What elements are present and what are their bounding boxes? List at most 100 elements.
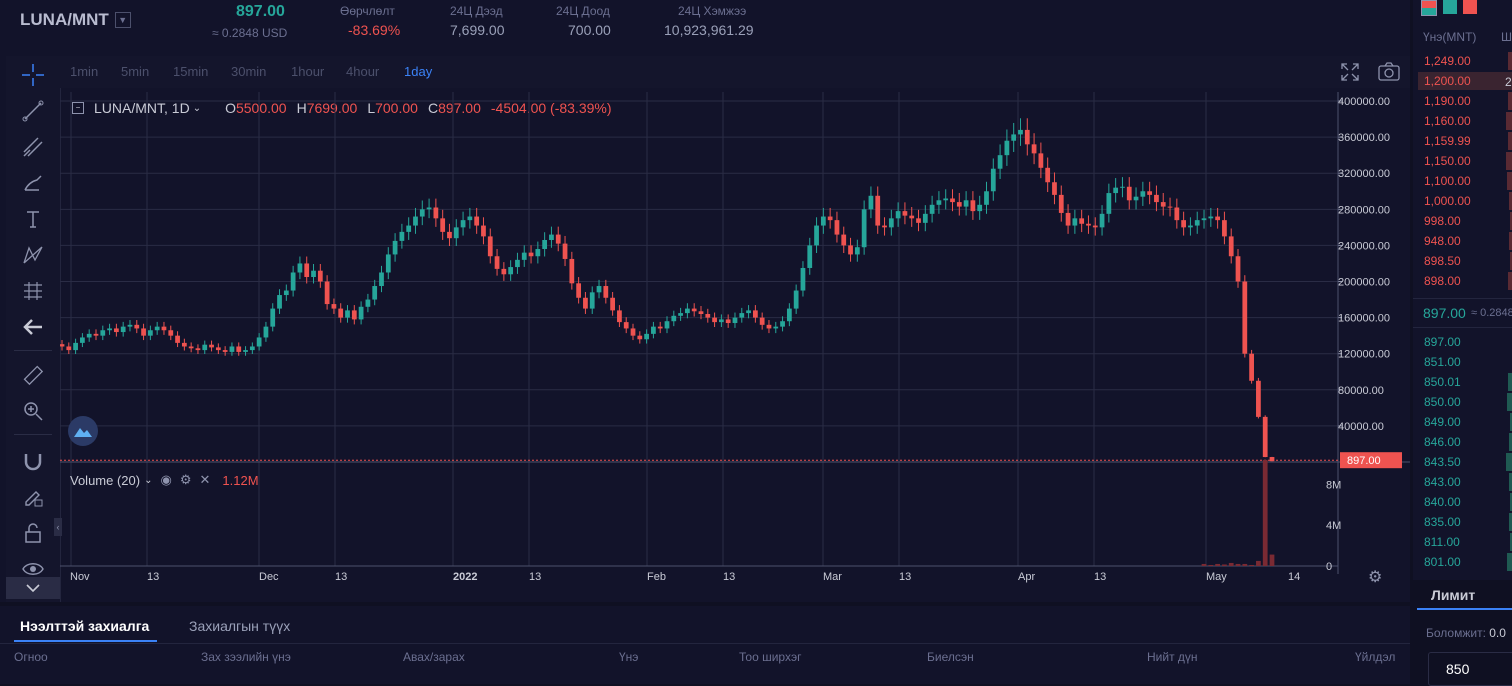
price-input[interactable]: 850	[1428, 652, 1512, 686]
bid-row[interactable]: 849.00	[1418, 412, 1512, 432]
candle-body	[399, 231, 405, 241]
ask-side-digit: 2	[1505, 75, 1512, 89]
candle-body	[453, 227, 459, 239]
magnet-icon[interactable]	[20, 448, 46, 474]
candle-body	[351, 310, 357, 320]
eye-icon[interactable]	[20, 556, 46, 582]
ask-row[interactable]: 1,190.00	[1418, 91, 1512, 111]
bid-row[interactable]: 835.00	[1418, 512, 1512, 532]
ask-row[interactable]: 948.00	[1418, 231, 1512, 251]
gear-icon[interactable]: ⚙	[179, 472, 192, 487]
bid-row[interactable]: 897.00	[1418, 332, 1512, 352]
bid-row[interactable]: 840.00	[1418, 492, 1512, 512]
ask-row[interactable]: 1,159.99	[1418, 131, 1512, 151]
ask-row[interactable]: 898.50	[1418, 251, 1512, 271]
ask-row[interactable]: 1,200.00	[1418, 71, 1512, 91]
column-price: Үнэ	[619, 650, 639, 664]
tab-order-history[interactable]: Захиалгын түүх	[189, 618, 291, 634]
measure-lines-icon[interactable]	[20, 278, 46, 304]
ask-price: 1,160.00	[1424, 114, 1471, 128]
candle-body	[365, 299, 371, 307]
collapse-legend-icon[interactable]: −	[72, 102, 84, 114]
trendline-icon[interactable]	[20, 98, 46, 124]
bid-price: 851.00	[1424, 355, 1461, 369]
ask-price: 1,000.00	[1424, 194, 1471, 208]
tab-limit[interactable]: Лимит	[1431, 587, 1476, 603]
collapse-toolbar-button[interactable]	[6, 577, 60, 599]
volume-bar	[1269, 554, 1275, 566]
interval-30min[interactable]: 30min	[231, 64, 267, 79]
side-collapse-handle[interactable]: ‹	[54, 518, 62, 536]
change-value: -83.69%	[348, 22, 401, 38]
interval-4hour[interactable]: 4hour	[346, 64, 380, 79]
bid-row[interactable]: 843.00	[1418, 472, 1512, 492]
crosshair-icon[interactable]	[20, 62, 46, 88]
pattern-icon[interactable]	[20, 242, 46, 268]
candle-body	[882, 225, 887, 228]
pitchfork-icon[interactable]	[20, 134, 46, 160]
chart-symbol[interactable]: LUNA/MNT, 1D	[94, 100, 190, 116]
ask-row[interactable]: 1,160.00	[1418, 111, 1512, 131]
gear-icon[interactable]: ⚙	[1368, 569, 1382, 586]
ask-row[interactable]: 1,150.00	[1418, 151, 1512, 171]
ask-depth-bar	[1508, 272, 1512, 290]
asks-only-icon[interactable]	[1463, 0, 1477, 14]
ask-row[interactable]: 998.00	[1418, 211, 1512, 231]
candle-body	[528, 252, 534, 257]
bid-row[interactable]: 843.50	[1418, 452, 1512, 472]
volume-label[interactable]: Volume (20)	[70, 472, 141, 488]
candle-body	[331, 304, 337, 309]
ask-row[interactable]: 898.00	[1418, 271, 1512, 291]
brush-icon[interactable]	[20, 170, 46, 196]
bid-price: 897.00	[1424, 335, 1461, 349]
text-tool-icon[interactable]	[20, 206, 46, 232]
bid-row[interactable]: 850.00	[1418, 392, 1512, 412]
bid-row[interactable]: 811.00	[1418, 532, 1512, 552]
price-chart[interactable]: 400000.00 360000.00 320000.00 280000.00 2400…	[60, 92, 1410, 600]
candle-body	[494, 256, 500, 269]
candle-body	[984, 191, 989, 205]
pair-selector[interactable]: LUNA/MNT ▼	[20, 10, 131, 30]
column-action: Үйлдэл	[1355, 650, 1396, 664]
chevron-down-icon	[26, 584, 40, 593]
tab-open-orders[interactable]: Нээлттэй захиалга	[20, 618, 150, 634]
interval-1min[interactable]: 1min	[70, 64, 99, 79]
unlock-icon[interactable]	[20, 520, 46, 546]
ask-row[interactable]: 1,100.00	[1418, 171, 1512, 191]
volume-bar	[1262, 459, 1268, 566]
eye-icon[interactable]: ◉	[160, 472, 172, 487]
open-label: O	[225, 100, 236, 116]
back-arrow-icon[interactable]	[20, 314, 46, 340]
candle-body	[324, 281, 330, 305]
both-sides-icon[interactable]	[1421, 0, 1437, 16]
camera-icon[interactable]	[1378, 62, 1400, 85]
candle-body	[657, 326, 663, 329]
interval-15min[interactable]: 15min	[173, 64, 209, 79]
pair-name: LUNA/MNT	[20, 10, 109, 29]
candle-body	[583, 297, 588, 309]
ruler-icon[interactable]	[20, 362, 46, 388]
bids-only-icon[interactable]	[1443, 0, 1457, 14]
ask-row[interactable]: 1,000.00	[1418, 191, 1512, 211]
ask-row[interactable]: 1,249.00	[1418, 51, 1512, 71]
interval-1hour[interactable]: 1hour	[291, 64, 325, 79]
y-axis-tick-label: 80000.00	[1338, 385, 1384, 397]
bid-depth-bar	[1507, 393, 1512, 411]
bid-row[interactable]: 846.00	[1418, 432, 1512, 452]
zoom-in-icon[interactable]	[20, 398, 46, 424]
ticker-bar: LUNA/MNT ▼ 897.00 ≈ 0.2848 USD Өөрчлөлт …	[0, 0, 1410, 50]
close-icon[interactable]: ✕	[199, 472, 211, 487]
fullscreen-icon[interactable]	[1340, 62, 1360, 85]
candle-body	[963, 200, 969, 207]
bid-row[interactable]: 851.00	[1418, 352, 1512, 372]
candle-body	[1262, 416, 1268, 458]
bid-row[interactable]: 801.00	[1418, 552, 1512, 572]
candle-body	[712, 317, 717, 323]
book-view-toggle[interactable]	[1421, 0, 1477, 16]
candle-body	[705, 314, 711, 318]
lock-drawing-icon[interactable]	[20, 484, 46, 510]
bid-row[interactable]: 850.01	[1418, 372, 1512, 392]
interval-1day[interactable]: 1day	[404, 64, 433, 79]
candle-body	[685, 308, 690, 314]
interval-5min[interactable]: 5min	[121, 64, 150, 79]
